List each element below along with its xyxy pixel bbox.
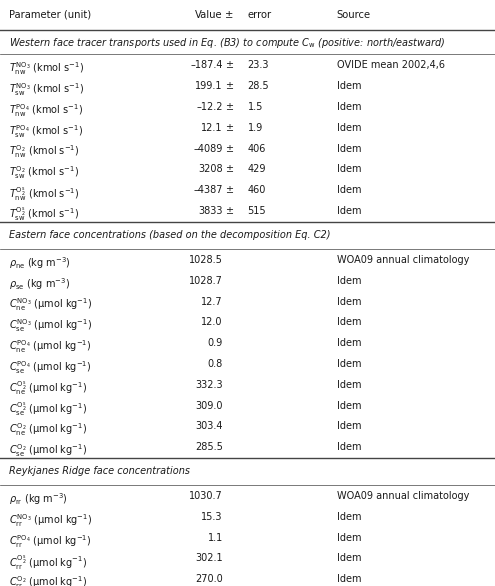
Text: –187.4: –187.4 xyxy=(190,60,223,70)
Text: 1.1: 1.1 xyxy=(207,533,223,543)
Text: 515: 515 xyxy=(248,206,266,216)
Text: 429: 429 xyxy=(248,164,266,175)
Text: Idem: Idem xyxy=(337,359,361,369)
Text: $T_{\mathrm{sw}}^{\mathrm{O_2}}$ (kmol s$^{-1}$): $T_{\mathrm{sw}}^{\mathrm{O_2}}$ (kmol s… xyxy=(9,164,79,181)
Text: ±: ± xyxy=(225,81,233,91)
Text: $C_{\mathrm{rr}}^{\mathrm{O_2}}$ (μmol kg$^{-1}$): $C_{\mathrm{rr}}^{\mathrm{O_2}}$ (μmol k… xyxy=(9,574,87,586)
Text: 0.8: 0.8 xyxy=(207,359,223,369)
Text: $C_{\mathrm{rr}}^{\mathrm{PO_4}}$ (μmol kg$^{-1}$): $C_{\mathrm{rr}}^{\mathrm{PO_4}}$ (μmol … xyxy=(9,533,91,550)
Text: Idem: Idem xyxy=(337,206,361,216)
Text: 1030.7: 1030.7 xyxy=(189,491,223,501)
Text: $C_{\mathrm{ne}}^{\mathrm{PO_4}}$ (μmol kg$^{-1}$): $C_{\mathrm{ne}}^{\mathrm{PO_4}}$ (μmol … xyxy=(9,338,91,355)
Text: $C_{\mathrm{ne}}^{\mathrm{O_2^s}}$ (μmol kg$^{-1}$): $C_{\mathrm{ne}}^{\mathrm{O_2^s}}$ (μmol… xyxy=(9,380,87,397)
Text: Idem: Idem xyxy=(337,400,361,411)
Text: 12.7: 12.7 xyxy=(201,297,223,306)
Text: Idem: Idem xyxy=(337,81,361,91)
Text: Idem: Idem xyxy=(337,380,361,390)
Text: ±: ± xyxy=(225,10,233,20)
Text: ±: ± xyxy=(225,102,233,112)
Text: Idem: Idem xyxy=(337,164,361,175)
Text: $C_{\mathrm{rr}}^{\mathrm{O_2^s}}$ (μmol kg$^{-1}$): $C_{\mathrm{rr}}^{\mathrm{O_2^s}}$ (μmol… xyxy=(9,553,87,572)
Text: 15.3: 15.3 xyxy=(201,512,223,522)
Text: OVIDE mean 2002,4,6: OVIDE mean 2002,4,6 xyxy=(337,60,445,70)
Text: Reykjanes Ridge face concentrations: Reykjanes Ridge face concentrations xyxy=(9,466,190,476)
Text: Idem: Idem xyxy=(337,185,361,195)
Text: Idem: Idem xyxy=(337,512,361,522)
Text: Eastern face concentrations (based on the decomposition Eq. C2): Eastern face concentrations (based on th… xyxy=(9,230,330,240)
Text: Idem: Idem xyxy=(337,442,361,452)
Text: $\rho_{\mathrm{rr}}$ (kg m$^{-3}$): $\rho_{\mathrm{rr}}$ (kg m$^{-3}$) xyxy=(9,491,68,507)
Text: Idem: Idem xyxy=(337,144,361,154)
Text: Idem: Idem xyxy=(337,421,361,431)
Text: Idem: Idem xyxy=(337,317,361,328)
Text: 406: 406 xyxy=(248,144,266,154)
Text: 270.0: 270.0 xyxy=(195,574,223,584)
Text: $C_{\mathrm{se}}^{\mathrm{O_2}}$ (μmol kg$^{-1}$): $C_{\mathrm{se}}^{\mathrm{O_2}}$ (μmol k… xyxy=(9,442,87,459)
Text: $T_{\mathrm{nw}}^{\mathrm{NO_3}}$ (kmol s$^{-1}$): $T_{\mathrm{nw}}^{\mathrm{NO_3}}$ (kmol … xyxy=(9,60,84,77)
Text: Parameter (unit): Parameter (unit) xyxy=(9,10,91,20)
Text: 1028.7: 1028.7 xyxy=(189,275,223,286)
Text: –4089: –4089 xyxy=(194,144,223,154)
Text: 303.4: 303.4 xyxy=(195,421,223,431)
Text: $\rho_{\mathrm{se}}$ (kg m$^{-3}$): $\rho_{\mathrm{se}}$ (kg m$^{-3}$) xyxy=(9,275,70,291)
Text: Idem: Idem xyxy=(337,338,361,348)
Text: –4387: –4387 xyxy=(193,185,223,195)
Text: WOA09 annual climatology: WOA09 annual climatology xyxy=(337,491,469,501)
Text: Value: Value xyxy=(195,10,223,20)
Text: 199.1: 199.1 xyxy=(195,81,223,91)
Text: 12.1: 12.1 xyxy=(201,123,223,133)
Text: $C_{\mathrm{se}}^{\mathrm{PO_4}}$ (μmol kg$^{-1}$): $C_{\mathrm{se}}^{\mathrm{PO_4}}$ (μmol … xyxy=(9,359,91,376)
Text: Idem: Idem xyxy=(337,533,361,543)
Text: Western face tracer transports used in Eq. (B3) to compute $C_{\mathrm{w}}$ (pos: Western face tracer transports used in E… xyxy=(9,36,446,50)
Text: 12.0: 12.0 xyxy=(201,317,223,328)
Text: 1.9: 1.9 xyxy=(248,123,263,133)
Text: Idem: Idem xyxy=(337,123,361,133)
Text: 460: 460 xyxy=(248,185,266,195)
Text: error: error xyxy=(248,10,272,20)
Text: Idem: Idem xyxy=(337,574,361,584)
Text: $T_{\mathrm{sw}}^{\mathrm{PO_4}}$ (kmol s$^{-1}$): $T_{\mathrm{sw}}^{\mathrm{PO_4}}$ (kmol … xyxy=(9,123,83,139)
Text: $C_{\mathrm{rr}}^{\mathrm{NO_3}}$ (μmol kg$^{-1}$): $C_{\mathrm{rr}}^{\mathrm{NO_3}}$ (μmol … xyxy=(9,512,92,529)
Text: 3833: 3833 xyxy=(198,206,223,216)
Text: Source: Source xyxy=(337,10,371,20)
Text: $\rho_{\mathrm{ne}}$ (kg m$^{-3}$): $\rho_{\mathrm{ne}}$ (kg m$^{-3}$) xyxy=(9,255,71,271)
Text: ±: ± xyxy=(225,185,233,195)
Text: WOA09 annual climatology: WOA09 annual climatology xyxy=(337,255,469,265)
Text: $C_{\mathrm{se}}^{\mathrm{O_2^s}}$ (μmol kg$^{-1}$): $C_{\mathrm{se}}^{\mathrm{O_2^s}}$ (μmol… xyxy=(9,400,87,418)
Text: Idem: Idem xyxy=(337,102,361,112)
Text: Idem: Idem xyxy=(337,275,361,286)
Text: $T_{\mathrm{nw}}^{\mathrm{O_2^s}}$ (kmol s$^{-1}$): $T_{\mathrm{nw}}^{\mathrm{O_2^s}}$ (kmol… xyxy=(9,185,79,203)
Text: $T_{\mathrm{nw}}^{\mathrm{O_2}}$ (kmol s$^{-1}$): $T_{\mathrm{nw}}^{\mathrm{O_2}}$ (kmol s… xyxy=(9,144,79,161)
Text: $T_{\mathrm{sw}}^{\mathrm{NO_3}}$ (kmol s$^{-1}$): $T_{\mathrm{sw}}^{\mathrm{NO_3}}$ (kmol … xyxy=(9,81,84,98)
Text: 302.1: 302.1 xyxy=(195,553,223,564)
Text: $C_{\mathrm{ne}}^{\mathrm{NO_3}}$ (μmol kg$^{-1}$): $C_{\mathrm{ne}}^{\mathrm{NO_3}}$ (μmol … xyxy=(9,297,92,314)
Text: 28.5: 28.5 xyxy=(248,81,269,91)
Text: ±: ± xyxy=(225,60,233,70)
Text: $T_{\mathrm{nw}}^{\mathrm{PO_4}}$ (kmol s$^{-1}$): $T_{\mathrm{nw}}^{\mathrm{PO_4}}$ (kmol … xyxy=(9,102,83,119)
Text: ±: ± xyxy=(225,123,233,133)
Text: 1028.5: 1028.5 xyxy=(189,255,223,265)
Text: 0.9: 0.9 xyxy=(207,338,223,348)
Text: $C_{\mathrm{se}}^{\mathrm{NO_3}}$ (μmol kg$^{-1}$): $C_{\mathrm{se}}^{\mathrm{NO_3}}$ (μmol … xyxy=(9,317,92,334)
Text: ±: ± xyxy=(225,164,233,175)
Text: 1.5: 1.5 xyxy=(248,102,263,112)
Text: 285.5: 285.5 xyxy=(195,442,223,452)
Text: Idem: Idem xyxy=(337,297,361,306)
Text: Idem: Idem xyxy=(337,553,361,564)
Text: $T_{\mathrm{sw}}^{\mathrm{O_2^s}}$ (kmol s$^{-1}$): $T_{\mathrm{sw}}^{\mathrm{O_2^s}}$ (kmol… xyxy=(9,206,79,223)
Text: 3208: 3208 xyxy=(198,164,223,175)
Text: –12.2: –12.2 xyxy=(196,102,223,112)
Text: 23.3: 23.3 xyxy=(248,60,269,70)
Text: ±: ± xyxy=(225,144,233,154)
Text: $C_{\mathrm{ne}}^{\mathrm{O_2}}$ (μmol kg$^{-1}$): $C_{\mathrm{ne}}^{\mathrm{O_2}}$ (μmol k… xyxy=(9,421,87,438)
Text: 332.3: 332.3 xyxy=(195,380,223,390)
Text: ±: ± xyxy=(225,206,233,216)
Text: 309.0: 309.0 xyxy=(195,400,223,411)
